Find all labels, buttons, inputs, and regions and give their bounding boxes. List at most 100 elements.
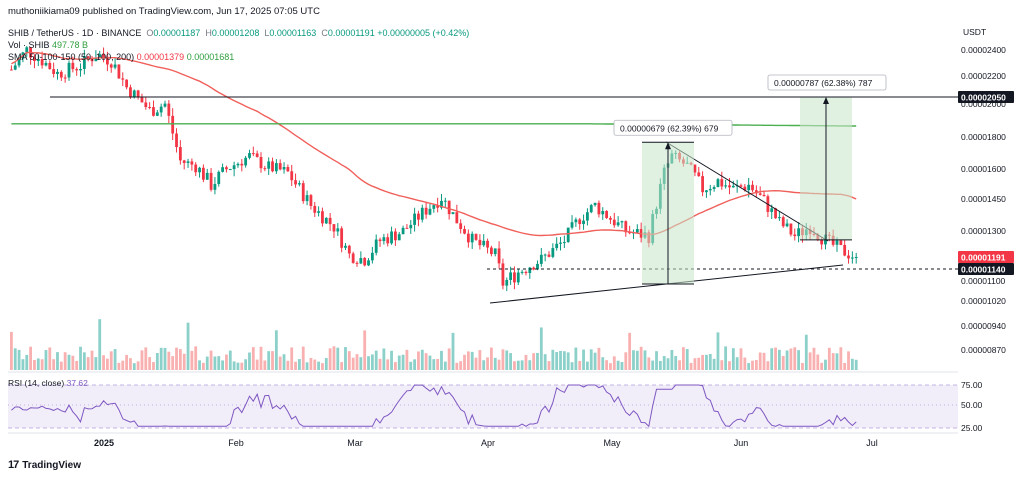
- candle-body: [716, 179, 720, 188]
- candle-body: [597, 202, 601, 215]
- candle-body: [90, 58, 94, 62]
- candle-body: [367, 260, 370, 266]
- volume-bar: [612, 356, 616, 370]
- volume-bar: [647, 357, 651, 370]
- volume-bar: [655, 351, 658, 370]
- candle-body: [470, 233, 474, 243]
- volume-bar: [839, 347, 843, 370]
- volume-bar: [367, 356, 370, 370]
- volume-bar: [778, 349, 781, 370]
- candle-body: [48, 62, 52, 70]
- candle-body: [294, 180, 297, 185]
- volume-bar: [804, 334, 808, 370]
- volume-bar: [801, 362, 804, 370]
- volume-bar: [420, 349, 424, 370]
- volume-bar: [340, 362, 344, 370]
- volume-bar: [827, 347, 831, 370]
- volume-bar: [424, 353, 428, 370]
- candle-body: [570, 222, 574, 228]
- rsi-axis-tick-label: 75.00: [961, 380, 983, 390]
- volume-bar: [194, 346, 198, 370]
- candle-body: [106, 57, 109, 65]
- volume-bar: [67, 354, 71, 370]
- volume-bar: [29, 346, 32, 370]
- sma-legend[interactable]: SMA 50-100-150 (50, 100, 200) 0.00001379…: [8, 52, 234, 62]
- tradingview-brand[interactable]: 17 TradingView: [8, 459, 81, 471]
- volume-bar: [854, 359, 858, 370]
- candle-body: [762, 194, 766, 197]
- candle-body: [724, 185, 728, 187]
- candle-body: [86, 56, 90, 59]
- volume-value: 497.78 B: [52, 40, 89, 50]
- volume-bar: [129, 358, 132, 370]
- volume-bar: [724, 346, 728, 370]
- candle-body: [109, 64, 113, 68]
- volume-bar: [812, 347, 816, 370]
- candle-body: [274, 163, 278, 172]
- candle-body: [770, 208, 774, 212]
- time-axis-label: May: [603, 438, 621, 448]
- candle-body: [370, 252, 374, 261]
- price-axis-tick-label: 0.00001100: [961, 276, 1006, 286]
- volume-bar: [82, 352, 86, 370]
- volume-bar: [136, 361, 140, 370]
- candle-body: [351, 253, 355, 263]
- candle-body: [850, 257, 854, 259]
- candle-body: [693, 164, 697, 173]
- volume-bar: [163, 347, 167, 370]
- candle-body: [586, 212, 589, 221]
- volume-bar: [609, 363, 612, 370]
- candle-body: [820, 239, 824, 245]
- volume-bar: [789, 348, 793, 370]
- price-axis-tick-label: 0.00000940: [961, 321, 1006, 331]
- candle-body: [793, 234, 797, 237]
- candle-body: [129, 87, 132, 98]
- candle-body: [739, 185, 743, 187]
- time-axis-label: Mar: [347, 438, 363, 448]
- volume-bar: [178, 349, 182, 370]
- volume-bar: [509, 353, 512, 370]
- candle-body: [17, 58, 21, 66]
- candle-body: [317, 211, 320, 213]
- candle-body: [155, 112, 159, 116]
- volume-legend[interactable]: Vol · SHIB 497.78 B: [8, 40, 88, 50]
- candle-body: [98, 54, 102, 58]
- volume-bar: [17, 349, 21, 370]
- volume-bar: [505, 350, 509, 370]
- volume-bar: [628, 332, 632, 370]
- volume-bar: [132, 363, 136, 370]
- volume-bar: [390, 350, 393, 370]
- volume-bar: [71, 355, 75, 370]
- volume-bar: [658, 360, 662, 370]
- high-value: 0.00001208: [211, 28, 260, 38]
- candle-body: [324, 217, 328, 224]
- volume-bar: [248, 352, 251, 370]
- volume-bar: [155, 352, 159, 370]
- candle-body: [328, 217, 332, 225]
- volume-bar: [578, 360, 582, 370]
- volume-bar: [171, 356, 175, 370]
- candle-body: [374, 239, 378, 253]
- volume-bar: [409, 361, 413, 370]
- volume-bar: [662, 356, 666, 370]
- candle-body: [359, 258, 363, 264]
- candle-body: [125, 79, 128, 88]
- candle-body: [171, 115, 175, 134]
- candle-body: [232, 165, 236, 170]
- rsi-axis-tick-label: 50.00: [961, 400, 983, 410]
- candle-body: [747, 184, 751, 191]
- candle-body: [482, 240, 486, 246]
- candle-body: [340, 228, 344, 248]
- volume-bar: [501, 349, 505, 370]
- volume-bar: [106, 358, 109, 370]
- rsi-legend[interactable]: RSI (14, close) 37.62: [8, 378, 88, 388]
- rsi-axis-tick-label: 25.00: [961, 423, 983, 433]
- candle-body: [455, 212, 459, 224]
- symbol-label[interactable]: SHIB / TetherUS · 1D · BINANCE: [8, 28, 142, 38]
- candle-body: [712, 187, 716, 189]
- candle-body: [244, 157, 248, 166]
- volume-bar: [182, 353, 186, 370]
- candle-body: [198, 167, 201, 173]
- price-axis-tick-label: 0.00002200: [961, 71, 1006, 81]
